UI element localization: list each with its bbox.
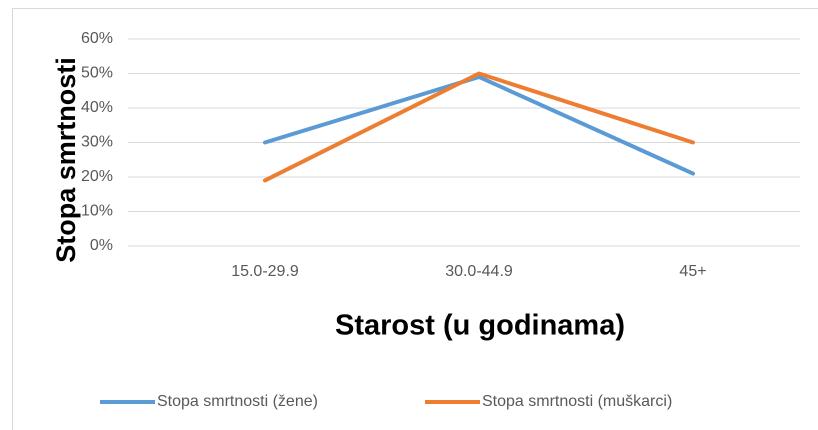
y-tick-label: 60%: [81, 30, 113, 47]
y-axis-title: Stopa smrtnosti: [51, 57, 81, 263]
legend-label: Stopa smrtnosti (muškarci): [482, 393, 672, 410]
series-line: [263, 74, 695, 176]
x-tick-label: 30.0-44.9: [445, 263, 513, 280]
y-tick-label: 50%: [81, 65, 113, 82]
legend-label: Stopa smrtnosti (žene): [157, 393, 318, 410]
y-tick-label: 30%: [81, 134, 113, 151]
x-axis-title: Starost (u godinama): [335, 310, 625, 342]
series-line: [263, 71, 695, 183]
x-tick-label: 15.0-29.9: [231, 263, 299, 280]
y-tick-label: 20%: [81, 168, 113, 185]
y-tick-label: 0%: [90, 237, 113, 254]
chart-border: [12, 8, 818, 430]
y-tick-label: 40%: [81, 99, 113, 116]
y-tick-label: 10%: [81, 203, 113, 220]
x-tick-label: 45+: [679, 263, 706, 280]
